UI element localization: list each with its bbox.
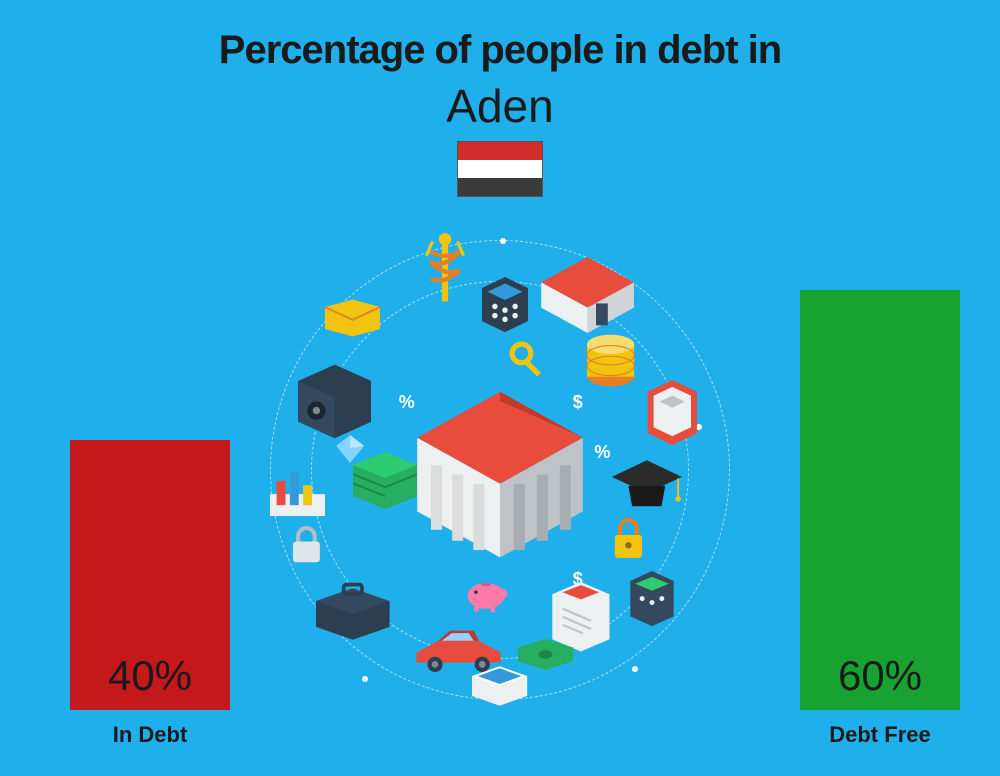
caduceus-icon bbox=[422, 231, 468, 314]
bar-in-debt-label: In Debt bbox=[113, 722, 188, 748]
bank-icon bbox=[408, 378, 592, 571]
coins-icon bbox=[583, 323, 638, 387]
piggy-bank-icon bbox=[463, 571, 509, 617]
bar-in-debt: 40% bbox=[70, 440, 230, 710]
calc-small-icon bbox=[629, 571, 675, 626]
key-icon bbox=[509, 341, 550, 382]
bar-debt-free-value: 60% bbox=[800, 652, 960, 700]
calculator-icon bbox=[482, 277, 528, 332]
bar-debt-free-wrap: 60% Debt Free bbox=[800, 290, 960, 748]
bar-debt-free: 60% bbox=[800, 290, 960, 710]
flag-stripe-bot bbox=[458, 178, 542, 196]
phone-icon bbox=[647, 378, 698, 447]
briefcase-icon bbox=[316, 580, 390, 644]
minichart-icon bbox=[270, 461, 325, 516]
orbit-dot bbox=[632, 666, 638, 672]
finance-illustration: % % % $ $ bbox=[270, 240, 730, 700]
docs-icon bbox=[472, 663, 527, 709]
bar-debt-free-label: Debt Free bbox=[829, 722, 930, 748]
safe-icon bbox=[298, 360, 372, 443]
envelope-icon bbox=[325, 295, 380, 341]
flag-stripe-top bbox=[458, 142, 542, 160]
percent-glyph: % bbox=[594, 442, 610, 463]
bar-in-debt-value: 40% bbox=[70, 652, 230, 700]
page-title-line1: Percentage of people in debt in bbox=[0, 28, 1000, 73]
flag-stripe-mid bbox=[458, 160, 542, 178]
page-title-line2: Aden bbox=[0, 79, 1000, 133]
orbit-dot bbox=[362, 676, 368, 682]
flag-icon bbox=[457, 141, 543, 197]
orbit-dot bbox=[500, 238, 506, 244]
bar-in-debt-wrap: 40% In Debt bbox=[70, 440, 230, 748]
padlock-small-icon bbox=[288, 525, 325, 566]
padlock-icon bbox=[610, 516, 647, 562]
grad-cap-icon bbox=[610, 452, 684, 516]
diamond-icon bbox=[334, 433, 366, 465]
